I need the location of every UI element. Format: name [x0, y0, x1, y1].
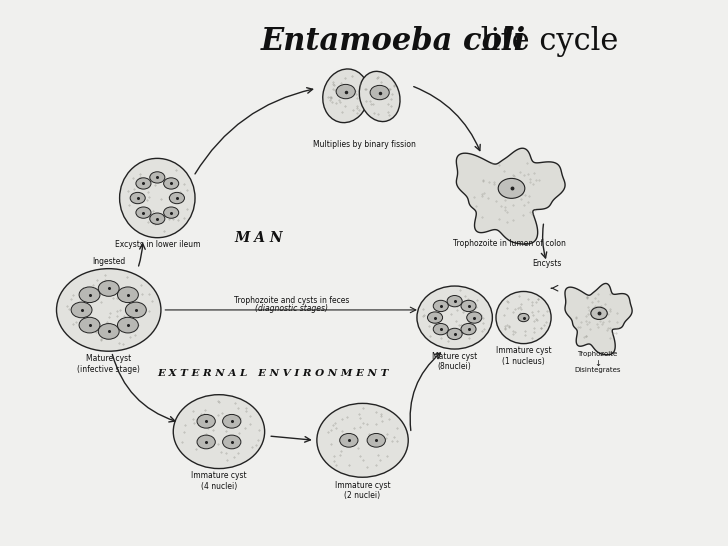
Text: Mature cyst
(8nuclei): Mature cyst (8nuclei) [432, 352, 478, 371]
Circle shape [150, 213, 165, 224]
Ellipse shape [57, 269, 161, 351]
Circle shape [223, 414, 241, 428]
Polygon shape [456, 148, 565, 244]
Circle shape [98, 281, 119, 296]
Text: E X T E R N A L   E N V I R O N M E N T: E X T E R N A L E N V I R O N M E N T [158, 369, 389, 378]
Circle shape [370, 85, 389, 100]
Text: Immature cyst
(1 nucleus): Immature cyst (1 nucleus) [496, 346, 551, 366]
FancyArrowPatch shape [271, 436, 310, 442]
Ellipse shape [119, 158, 195, 238]
Text: Encysts: Encysts [532, 259, 561, 268]
Circle shape [447, 328, 462, 340]
Circle shape [433, 323, 448, 335]
Ellipse shape [173, 395, 265, 468]
Circle shape [467, 312, 482, 323]
FancyArrowPatch shape [414, 87, 480, 151]
Text: ↓: ↓ [594, 359, 601, 368]
Circle shape [340, 434, 358, 447]
FancyArrowPatch shape [410, 353, 440, 430]
Text: (diagnostic stages): (diagnostic stages) [255, 304, 328, 313]
Circle shape [433, 300, 448, 312]
FancyArrowPatch shape [195, 88, 312, 174]
Circle shape [130, 192, 146, 204]
Circle shape [197, 435, 215, 449]
Circle shape [447, 295, 462, 307]
Circle shape [98, 324, 119, 339]
Text: Immature cyst
(2 nuclei): Immature cyst (2 nuclei) [335, 480, 390, 500]
Text: Multiplies by binary fission: Multiplies by binary fission [312, 140, 416, 149]
Circle shape [136, 207, 151, 218]
Circle shape [498, 179, 525, 198]
Text: M A N: M A N [234, 231, 283, 245]
FancyArrowPatch shape [551, 286, 558, 291]
Ellipse shape [360, 72, 400, 122]
Ellipse shape [323, 69, 368, 123]
Text: Entamoeba coli: Entamoeba coli [261, 26, 526, 57]
Circle shape [223, 435, 241, 449]
Circle shape [164, 207, 178, 218]
Circle shape [136, 178, 151, 189]
Text: Trophozoite and cysts in feces: Trophozoite and cysts in feces [234, 295, 349, 305]
Circle shape [117, 317, 138, 333]
Text: Trophozoite in lumen of colon: Trophozoite in lumen of colon [453, 239, 566, 248]
Text: Mature cyst
(infective stage): Mature cyst (infective stage) [77, 354, 141, 374]
Text: Trophozoite: Trophozoite [577, 351, 617, 357]
Text: Ingested: Ingested [92, 257, 125, 266]
Circle shape [461, 323, 476, 335]
Circle shape [518, 313, 529, 322]
Circle shape [170, 192, 184, 204]
Circle shape [427, 312, 443, 323]
Text: Excysts in lower ileum: Excysts in lower ileum [114, 240, 200, 250]
Circle shape [125, 302, 146, 318]
Circle shape [367, 434, 385, 447]
Circle shape [336, 85, 355, 99]
FancyArrowPatch shape [542, 224, 547, 258]
Circle shape [461, 300, 476, 312]
Text: Immature cyst
(4 nuclei): Immature cyst (4 nuclei) [191, 471, 247, 491]
Circle shape [197, 414, 215, 428]
Circle shape [164, 178, 178, 189]
Polygon shape [565, 283, 632, 355]
Circle shape [150, 172, 165, 183]
Ellipse shape [317, 403, 408, 477]
Circle shape [71, 302, 92, 318]
Ellipse shape [417, 286, 492, 349]
FancyArrowPatch shape [112, 354, 175, 422]
FancyArrowPatch shape [138, 244, 145, 266]
Text: life cycle: life cycle [471, 26, 619, 57]
Circle shape [79, 287, 100, 302]
Circle shape [79, 317, 100, 333]
Text: Disintegrates: Disintegrates [574, 367, 621, 373]
Ellipse shape [496, 292, 551, 343]
Circle shape [117, 287, 138, 302]
Circle shape [591, 307, 607, 319]
